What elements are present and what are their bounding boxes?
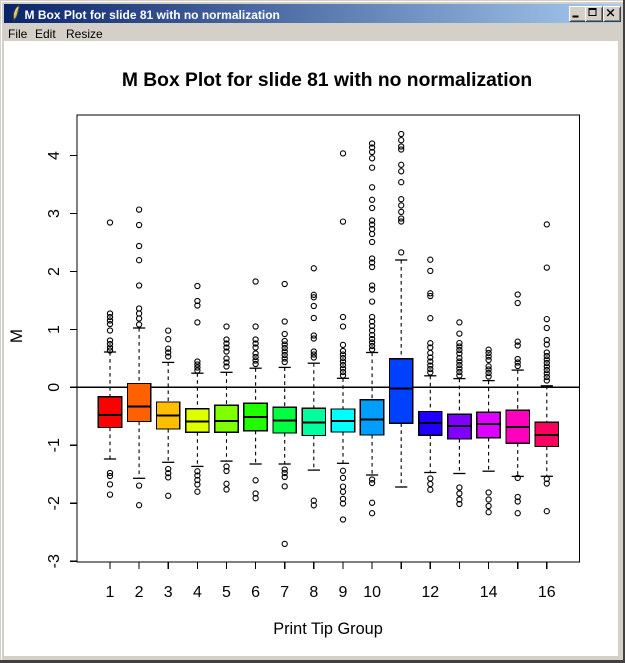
svg-text:1: 1: [46, 325, 63, 334]
svg-text:Print Tip Group: Print Tip Group: [273, 620, 383, 638]
svg-text:1: 1: [106, 584, 115, 601]
svg-text:12: 12: [421, 584, 439, 601]
svg-text:M Box Plot for slide 81 with n: M Box Plot for slide 81 with no normaliz…: [122, 70, 532, 91]
svg-text:-3: -3: [46, 554, 63, 568]
svg-text:4: 4: [46, 151, 63, 160]
svg-text:0: 0: [46, 383, 63, 392]
svg-text:4: 4: [193, 584, 202, 601]
svg-text:14: 14: [480, 584, 498, 601]
svg-text:-1: -1: [46, 438, 63, 452]
svg-text:8: 8: [309, 584, 318, 601]
svg-text:7: 7: [280, 584, 289, 601]
svg-text:2: 2: [135, 584, 144, 601]
svg-text:16: 16: [538, 584, 556, 601]
svg-text:5: 5: [222, 584, 231, 601]
svg-text:M: M: [7, 329, 26, 343]
svg-text:3: 3: [164, 584, 173, 601]
svg-text:2: 2: [46, 267, 63, 276]
svg-text:-2: -2: [46, 496, 63, 510]
svg-text:6: 6: [251, 584, 260, 601]
svg-text:9: 9: [339, 584, 348, 601]
svg-text:3: 3: [46, 209, 63, 218]
svg-text:10: 10: [363, 584, 381, 601]
